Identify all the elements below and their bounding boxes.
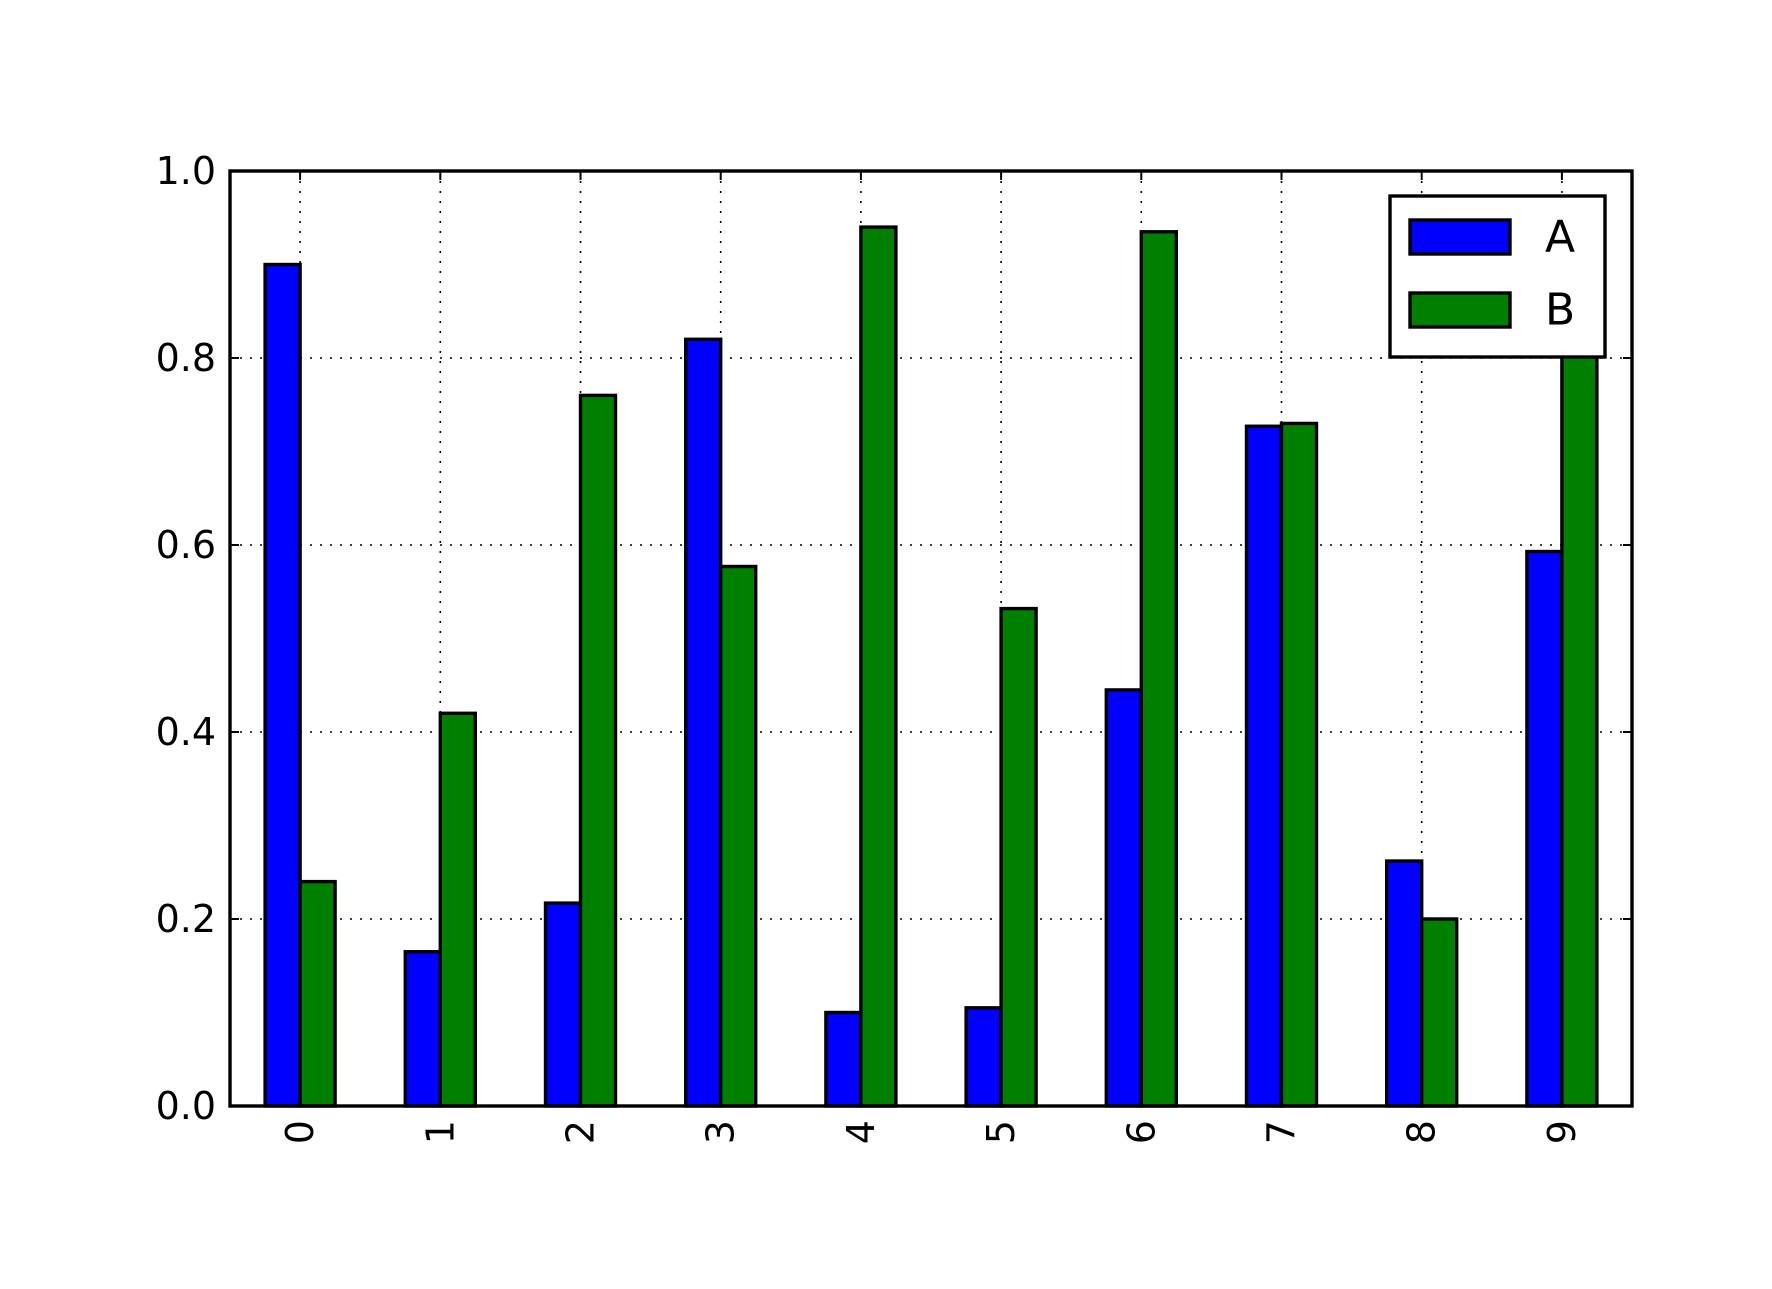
x-tick-label: 1 — [418, 1120, 462, 1144]
legend-swatch-a — [1408, 218, 1512, 256]
bar-b-4 — [859, 225, 898, 1108]
ticks — [230, 170, 1632, 1107]
x-tick-label: 4 — [839, 1120, 883, 1144]
y-tick-label: 0.0 — [156, 1084, 216, 1128]
y-tick-label: 0.8 — [156, 336, 216, 380]
bar-a-7 — [1244, 424, 1284, 1108]
legend-entries: AB — [1408, 212, 1575, 336]
bar-b-3 — [719, 564, 758, 1108]
y-tick-label: 1.0 — [156, 149, 216, 193]
x-tick-label: 6 — [1119, 1120, 1163, 1144]
legend-label-b: B — [1545, 285, 1575, 336]
bar-b-5 — [999, 606, 1038, 1108]
bar-b-6 — [1139, 230, 1179, 1108]
x-tick-label: 8 — [1400, 1120, 1444, 1144]
x-tick-label: 7 — [1260, 1120, 1304, 1144]
legend-label-a: A — [1545, 212, 1575, 263]
axes-frame — [228, 169, 1634, 1108]
y-tick-label: 0.4 — [156, 710, 216, 754]
bar-a-3 — [684, 337, 723, 1108]
bar-a-5 — [964, 1006, 1003, 1108]
x-tick-label: 0 — [278, 1120, 322, 1144]
legend: AB — [1388, 194, 1607, 359]
bar-b-8 — [1419, 917, 1459, 1108]
x-tick-labels: 0 1 2 3 4 5 6 7 8 9 — [278, 1120, 1584, 1144]
bar-a-9 — [1525, 549, 1564, 1108]
bar-a-1 — [403, 950, 442, 1108]
bar-a-2 — [543, 901, 583, 1108]
bar-b-2 — [578, 393, 618, 1108]
bar-a-6 — [1104, 688, 1144, 1108]
y-tick-label: 0.2 — [156, 897, 216, 941]
grid — [230, 171, 1632, 1106]
x-tick-label: 3 — [699, 1120, 743, 1144]
x-tick-label: 9 — [1540, 1120, 1584, 1144]
x-tick-label: 2 — [559, 1120, 603, 1144]
legend-swatch-b — [1408, 291, 1512, 329]
bar-b-1 — [438, 711, 477, 1108]
bars — [263, 225, 1599, 1108]
bar-a-8 — [1384, 859, 1424, 1108]
bar-b-9 — [1560, 346, 1599, 1108]
y-tick-label: 0.6 — [156, 523, 216, 567]
y-tick-labels: 0.0 0.2 0.4 0.6 0.8 1.0 — [156, 149, 216, 1128]
bar-a-0 — [263, 262, 302, 1108]
bar-b-0 — [298, 879, 337, 1108]
bar-a-4 — [824, 1010, 863, 1108]
bar-b-7 — [1279, 421, 1319, 1108]
x-tick-label: 5 — [979, 1120, 1023, 1144]
